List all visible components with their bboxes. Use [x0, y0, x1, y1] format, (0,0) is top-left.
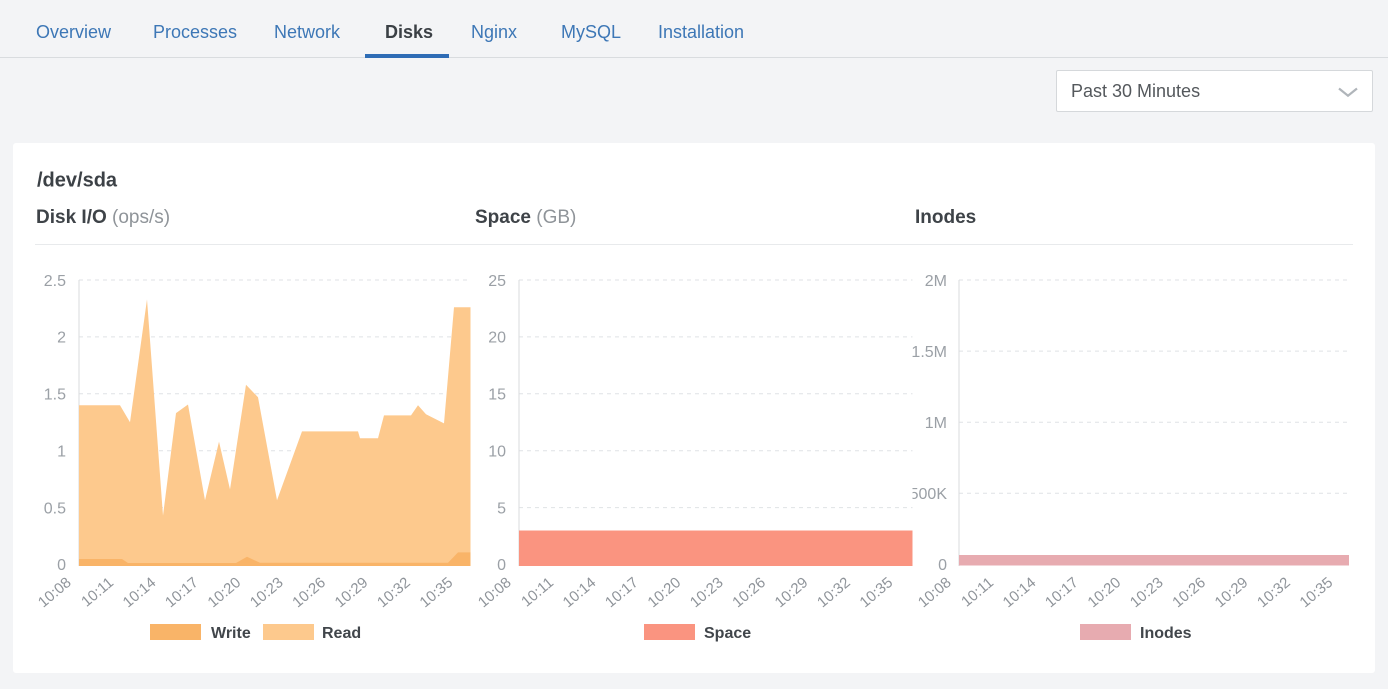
svg-text:1.5: 1.5 [44, 387, 66, 404]
svg-text:10:26: 10:26 [289, 574, 329, 611]
svg-text:5: 5 [497, 500, 506, 517]
svg-text:10:11: 10:11 [78, 574, 117, 610]
svg-text:10:23: 10:23 [247, 574, 287, 611]
svg-text:10:17: 10:17 [162, 574, 202, 611]
svg-text:15: 15 [488, 387, 506, 404]
svg-text:2.5: 2.5 [44, 273, 66, 290]
svg-text:10: 10 [488, 444, 506, 461]
svg-text:1: 1 [57, 444, 66, 461]
svg-text:20: 20 [488, 330, 506, 347]
svg-text:2: 2 [57, 330, 66, 347]
svg-text:Inodes: Inodes [1140, 625, 1192, 642]
svg-text:10:29: 10:29 [332, 574, 372, 611]
svg-text:10:08: 10:08 [35, 574, 75, 611]
svg-text:25: 25 [488, 273, 506, 290]
svg-text:Space: Space [704, 625, 751, 642]
svg-text:2M: 2M [925, 273, 947, 290]
svg-text:10:14: 10:14 [120, 574, 160, 611]
svg-text:Read: Read [322, 625, 361, 642]
svg-text:Write: Write [211, 625, 251, 642]
svg-text:0.5: 0.5 [44, 500, 66, 517]
svg-text:/dev/sda: /dev/sda [37, 170, 118, 192]
svg-text:500K: 500K [910, 486, 948, 503]
svg-text:1M: 1M [925, 415, 947, 432]
svg-text:0: 0 [938, 557, 947, 574]
svg-text:10:32: 10:32 [374, 574, 414, 611]
svg-text:1.5M: 1.5M [911, 344, 947, 361]
svg-text:Inodes: Inodes [915, 207, 976, 228]
svg-text:0: 0 [497, 557, 506, 574]
svg-text:10:35: 10:35 [416, 574, 456, 611]
svg-text:Disk I/O (ops/s): Disk I/O (ops/s) [36, 207, 170, 228]
svg-text:0: 0 [57, 557, 66, 574]
svg-text:10:20: 10:20 [204, 574, 244, 611]
svg-text:Space (GB): Space (GB) [475, 207, 576, 228]
